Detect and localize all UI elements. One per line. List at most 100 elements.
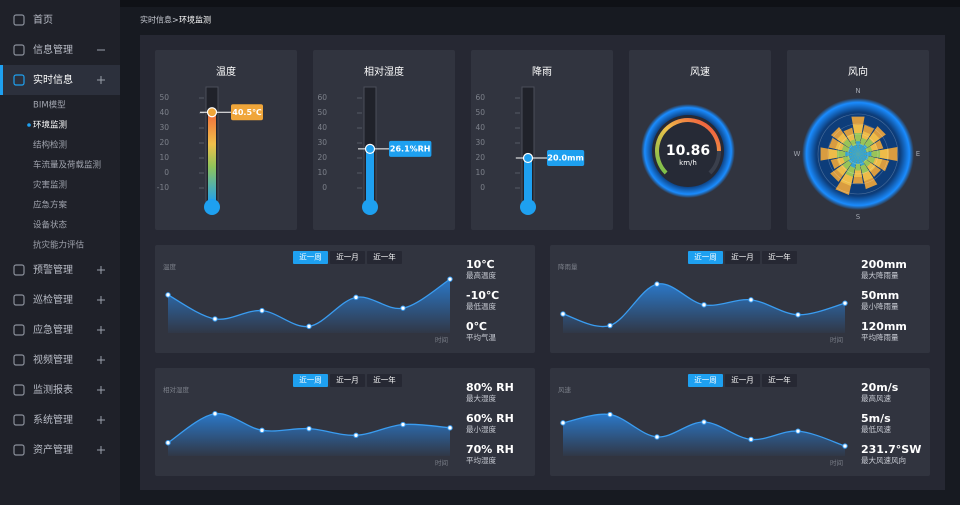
tab[interactable] <box>762 374 797 387</box>
breadcrumb-separator: > <box>172 16 179 25</box>
menu-item[interactable]: 监测报表 <box>33 383 73 396</box>
area <box>563 414 845 456</box>
tab[interactable] <box>330 374 365 387</box>
marker <box>364 143 376 154</box>
submenu-item[interactable]: BIM模型 <box>33 100 66 111</box>
menu-item[interactable]: 信息管理 <box>33 43 73 56</box>
submenu-item[interactable]: 环境监测 <box>33 120 67 131</box>
rose-petal <box>855 141 861 154</box>
tab[interactable] <box>688 251 723 264</box>
value-badge <box>547 150 585 166</box>
breadcrumb-parent[interactable]: 实时信息 <box>140 15 172 25</box>
menu-item[interactable]: 系统管理 <box>33 413 73 426</box>
point <box>560 311 566 317</box>
submenu-item[interactable]: 灾害监测 <box>33 180 67 191</box>
stat-label: 平均气温 <box>466 332 496 342</box>
tab[interactable] <box>367 251 402 264</box>
menu-icon <box>13 14 25 26</box>
stat-label: 平均降雨量 <box>861 332 899 342</box>
stat-value: 200mm <box>861 258 907 271</box>
y-axis-label: 相对湿度 <box>163 385 190 394</box>
menu-icon <box>13 294 25 306</box>
submenu-item[interactable]: 车流量及荷载监测 <box>33 160 101 171</box>
tab[interactable] <box>367 374 402 387</box>
point <box>259 427 265 434</box>
menu-item[interactable]: 预警管理 <box>33 263 73 276</box>
card-title: 风速 <box>690 66 710 78</box>
stat-label: 平均湿度 <box>466 455 496 465</box>
submenu-item[interactable]: 应急方案 <box>33 200 68 211</box>
tab-label[interactable]: 近一周 <box>694 375 717 385</box>
tick-label: 60 <box>317 93 327 102</box>
point <box>654 281 660 287</box>
tab[interactable] <box>293 374 328 387</box>
tick-label: 40 <box>317 123 327 132</box>
tab-label[interactable]: 近一月 <box>336 252 359 262</box>
menu-icon <box>13 444 25 456</box>
tab-label[interactable]: 近一周 <box>299 375 322 385</box>
submenu-item[interactable]: 结构检测 <box>33 140 67 151</box>
stat-value: 5m/s <box>861 412 891 425</box>
point <box>607 411 613 418</box>
menu-item[interactable]: 实时信息 <box>33 73 73 86</box>
tab-label[interactable]: 近一年 <box>768 252 791 262</box>
submenu-item[interactable]: 抗灾能力评估 <box>33 240 85 251</box>
direction-label: W <box>794 150 801 158</box>
tab-label[interactable]: 近一周 <box>694 252 717 262</box>
tab-label[interactable]: 近一年 <box>373 375 396 385</box>
stat-value: 10℃ <box>466 258 495 271</box>
tab[interactable] <box>293 251 328 264</box>
value-label: 40.5℃ <box>232 108 262 117</box>
tab[interactable] <box>762 251 797 264</box>
tab-label[interactable]: 近一月 <box>731 252 754 262</box>
menu-item[interactable]: 首页 <box>33 13 53 26</box>
tab[interactable] <box>688 374 723 387</box>
stat-value: 120mm <box>861 320 907 333</box>
tick-label: 30 <box>159 123 169 132</box>
stat-label: 最低温度 <box>466 301 496 311</box>
area <box>168 279 450 333</box>
point <box>165 292 171 298</box>
stat-label: 最大降雨量 <box>861 270 899 280</box>
tab-label[interactable]: 近一周 <box>299 252 322 262</box>
value-badge <box>389 140 432 157</box>
menu-item[interactable]: 资产管理 <box>33 443 73 456</box>
point <box>607 322 613 329</box>
gauge-arc <box>655 118 721 175</box>
point <box>701 302 707 308</box>
tab[interactable] <box>725 251 760 264</box>
point <box>306 425 312 432</box>
direction-label: S <box>856 213 861 221</box>
tab-label[interactable]: 近一月 <box>336 375 359 385</box>
menu-item[interactable]: 巡检管理 <box>33 293 73 306</box>
y-axis-label: 温度 <box>163 262 177 271</box>
point <box>259 307 265 314</box>
marker <box>206 107 218 118</box>
y-axis-label: 风速 <box>558 386 572 394</box>
card <box>313 50 455 230</box>
submenu-item[interactable]: 设备状态 <box>33 220 68 231</box>
point <box>447 276 453 282</box>
stat-value: -10℃ <box>466 289 499 302</box>
tick-label: 10 <box>317 168 327 177</box>
rose-petal <box>858 144 864 154</box>
tab[interactable] <box>330 251 365 264</box>
menu-item[interactable]: 应急管理 <box>33 323 73 336</box>
gauge-value: 10.86 <box>666 143 710 159</box>
card <box>471 50 613 230</box>
tick-label: 30 <box>475 138 485 147</box>
menu-item[interactable]: 视频管理 <box>33 353 73 366</box>
point <box>748 436 754 443</box>
tab-label[interactable]: 近一月 <box>731 375 754 385</box>
point <box>447 425 453 431</box>
tab-label[interactable]: 近一年 <box>768 375 791 385</box>
point <box>212 316 218 322</box>
rose-ring <box>817 113 899 195</box>
tab[interactable] <box>725 374 760 387</box>
x-axis-label: 时间 <box>435 458 448 467</box>
stat-value: 0℃ <box>466 320 487 333</box>
point <box>165 440 171 446</box>
tab-label[interactable]: 近一年 <box>373 252 396 262</box>
level-bar <box>366 148 374 203</box>
